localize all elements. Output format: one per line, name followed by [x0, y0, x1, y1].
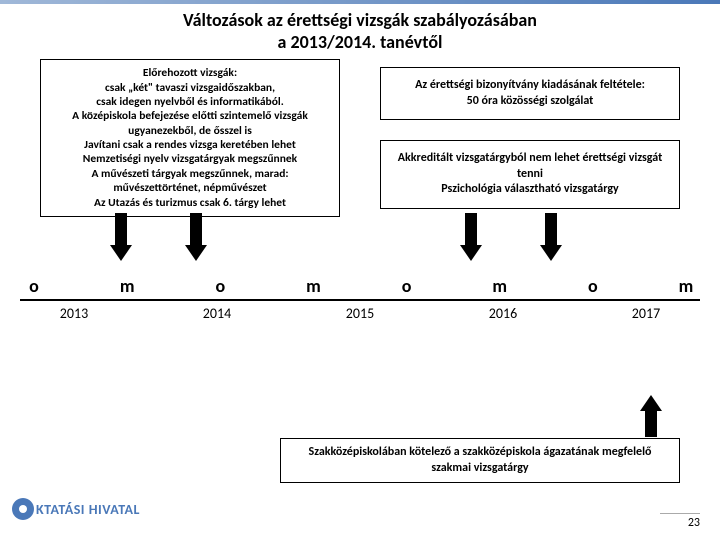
bottom-box: Szakközépiskolában kötelező a szakközépi…: [280, 438, 680, 483]
timeline-marker: o: [24, 275, 44, 297]
up-arrow: [640, 395, 662, 439]
timeline-marker: o: [397, 275, 417, 297]
down-arrow: [460, 213, 482, 263]
timeline-years: 2013 2014 2015 2016 2017: [20, 305, 700, 322]
timeline-marker: o: [583, 275, 603, 297]
timeline-line: [20, 299, 700, 301]
timeline-marker: m: [676, 275, 696, 297]
page-number: 23: [660, 513, 700, 530]
timeline: o m o m o m o m 2013 2014 2015 2016 2017: [0, 275, 720, 322]
title-line1: Változások az érettségi vizsgák szabályo…: [183, 9, 537, 31]
down-arrow: [185, 213, 207, 263]
year-label: 2016: [463, 305, 543, 322]
right-box-2: Akkreditált vizsgatárgyból nem lehet ére…: [380, 140, 680, 209]
year-label: 2017: [606, 305, 686, 322]
year-label: 2013: [34, 305, 114, 322]
title-line2: a 2013/2014. tanévtől: [278, 31, 443, 53]
timeline-marker: m: [117, 275, 137, 297]
timeline-marker: m: [303, 275, 323, 297]
logo-icon: [12, 498, 34, 520]
header-gradient: [0, 0, 720, 4]
right-column: Az érettségi bizonyítvány kiadásának fel…: [380, 59, 680, 217]
down-arrow: [540, 213, 562, 263]
page-title: Változások az érettségi vizsgák szabályo…: [0, 10, 720, 53]
down-arrows: [0, 213, 720, 273]
logo: KTATÁSI HIVATAL: [12, 498, 140, 520]
timeline-markers: omomomom: [20, 275, 700, 297]
timeline-marker: o: [210, 275, 230, 297]
content-row: Előrehozott vizsgák:csak „két" tavaszi v…: [0, 59, 720, 217]
timeline-marker: m: [490, 275, 510, 297]
right-box-1: Az érettségi bizonyítvány kiadásának fel…: [380, 67, 680, 120]
left-box: Előrehozott vizsgák:csak „két" tavaszi v…: [40, 59, 340, 217]
year-label: 2014: [177, 305, 257, 322]
down-arrow: [110, 213, 132, 263]
logo-text: KTATÁSI HIVATAL: [36, 501, 140, 518]
year-label: 2015: [320, 305, 400, 322]
